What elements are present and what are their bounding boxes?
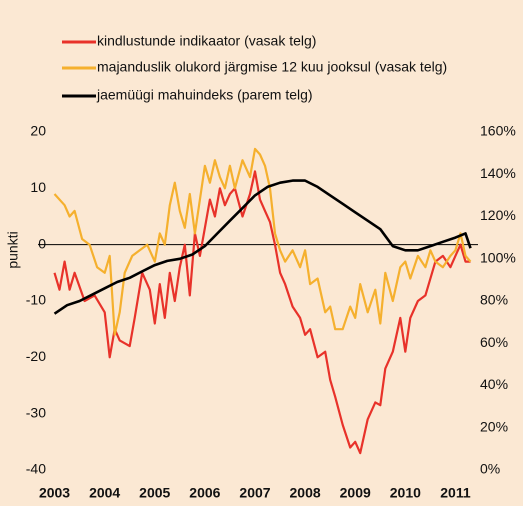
y2-tick-label: 60% bbox=[480, 334, 508, 350]
x-tick-label: 2006 bbox=[189, 485, 220, 501]
y-tick-label: 0 bbox=[38, 235, 46, 251]
series-line bbox=[53, 170, 471, 455]
y2-tick-label: 160% bbox=[480, 123, 516, 139]
x-tick-label: 2004 bbox=[89, 485, 120, 501]
y-axis-label: punkti bbox=[5, 231, 21, 268]
x-tick-label: 2008 bbox=[290, 485, 321, 501]
legend-label: jaemüügi mahuindeks (parem telg) bbox=[96, 87, 313, 103]
y2-tick-label: 0% bbox=[480, 461, 500, 477]
series-line bbox=[53, 147, 472, 336]
y-tick-label: -30 bbox=[26, 404, 46, 420]
series-line bbox=[53, 179, 472, 315]
y2-tick-label: 40% bbox=[480, 376, 508, 392]
y-tick-label: 10 bbox=[30, 179, 46, 195]
y2-tick-label: 80% bbox=[480, 292, 508, 308]
y-tick-label: -40 bbox=[26, 461, 46, 477]
y-tick-label: -10 bbox=[26, 292, 46, 308]
legend-label: majanduslik olukord järgmise 12 kuu jook… bbox=[97, 59, 447, 75]
x-tick-label: 2011 bbox=[440, 485, 471, 501]
y2-tick-label: 100% bbox=[480, 249, 516, 265]
legend-label: kindlustunde indikaator (vasak telg) bbox=[97, 33, 316, 49]
x-tick-label: 2010 bbox=[390, 485, 421, 501]
x-tick-label: 2005 bbox=[139, 485, 170, 501]
x-tick-label: 2009 bbox=[340, 485, 371, 501]
y-tick-label: 20 bbox=[30, 123, 46, 139]
y-tick-label: -20 bbox=[26, 348, 46, 364]
x-tick-label: 2007 bbox=[239, 485, 270, 501]
y2-tick-label: 120% bbox=[480, 207, 516, 223]
x-tick-label: 2003 bbox=[39, 485, 70, 501]
y2-tick-label: 20% bbox=[480, 418, 508, 434]
y2-tick-label: 140% bbox=[480, 165, 516, 181]
